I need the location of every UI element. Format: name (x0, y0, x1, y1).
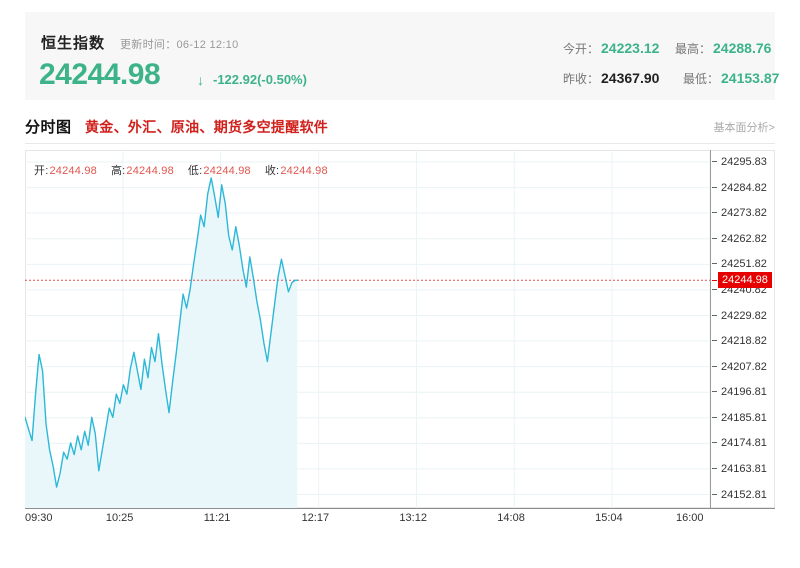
y-tick-label: 24229.82 (721, 309, 767, 322)
y-axis-labels: 24295.83 24284.82 24273.82 24262.82 24251.82… (712, 150, 800, 508)
x-axis-labels: 09:30 10:25 11:21 12:17 13:12 14:08 15:04 16:00 (25, 512, 775, 532)
ohlc-high-label: 高: (110, 165, 126, 177)
ohlc-low-label: 低: (187, 165, 203, 177)
y-axis-tick: 24273.82 (712, 207, 767, 219)
stat-high: 最高： 24288.76 (675, 40, 771, 57)
tab-intraday-chart[interactable]: 分时图 (25, 119, 72, 136)
y-tick-mark (712, 314, 717, 316)
y-tick-label: 24218.82 (721, 335, 767, 347)
chart-plot-area[interactable] (25, 150, 710, 508)
y-axis-tick: 24229.82 (712, 310, 767, 322)
stat-high-value: 24288.76 (713, 40, 772, 56)
y-axis-tick: 24295.83 (712, 156, 767, 168)
fundamental-analysis-link[interactable]: 基本面分析> (713, 122, 775, 134)
y-axis-tick: 24207.82 (712, 361, 767, 373)
y-tick-label: 24273.82 (721, 207, 767, 220)
updated-label: 更新时间： (120, 39, 177, 51)
y-tick-mark (712, 391, 717, 393)
stat-low-label: 最低： (683, 72, 720, 86)
y-tick-mark (712, 493, 717, 495)
last-price: 24244.98 (39, 58, 161, 91)
x-axis-tick-label: 10:25 (105, 512, 134, 524)
stat-open-value: 24223.12 (601, 40, 660, 56)
y-tick-label: 24284.82 (721, 181, 767, 194)
stat-prev-close-value: 24367.90 (601, 70, 660, 86)
y-axis-tick: 24262.82 (712, 233, 767, 245)
x-axis-tick-label: 09:30 (25, 512, 53, 524)
instrument-name: 恒生指数 (41, 35, 106, 52)
y-tick-mark (712, 365, 717, 367)
y-axis-tick: 24174.81 (712, 437, 767, 449)
y-tick-label: 24196.81 (721, 386, 767, 399)
x-axis-tick-label: 11:21 (203, 512, 231, 524)
promo-ad-text[interactable]: 黄金、外汇、原油、期货多空提醒软件 (85, 119, 329, 135)
stat-low: 最低： 24153.87 (683, 70, 779, 87)
stat-prev-close: 昨收： 24367.90 (563, 70, 659, 87)
ohlc-legend: 开:24244.98 高:24244.98 低:24244.98 收:24244.98 (34, 162, 342, 178)
y-tick-mark (712, 263, 717, 265)
y-tick-label: 24152.81 (721, 488, 767, 501)
ohlc-open-label: 开: (34, 165, 49, 177)
y-tick-label: 24185.81 (721, 411, 767, 424)
y-tick-mark (712, 340, 717, 342)
y-tick-label: 24262.82 (721, 232, 767, 245)
intraday-line-chart (25, 150, 710, 508)
y-tick-label: 24207.82 (721, 360, 767, 373)
direction-arrow-icon: ↓ (197, 72, 204, 88)
y-axis-tick: 24218.82 (712, 335, 767, 347)
x-axis-tick-label: 14:08 (497, 512, 525, 524)
stat-high-label: 最高： (675, 42, 712, 56)
y-tick-mark (712, 442, 717, 444)
y-tick-mark (712, 237, 717, 239)
badge-tick-mark (712, 280, 717, 282)
y-axis-tick: 24196.81 (712, 386, 767, 398)
tab-row: 分时图 黄金、外汇、原油、期货多空提醒软件 基本面分析> (25, 112, 775, 142)
y-axis-tick: 24152.81 (712, 489, 767, 501)
y-axis-tick: 24284.82 (712, 182, 767, 194)
y-axis-tick: 24163.81 (712, 463, 767, 475)
y-tick-mark (712, 186, 717, 188)
y-tick-label: 24295.83 (721, 156, 767, 168)
x-axis-tick-label: 15:04 (595, 512, 623, 524)
ohlc-low-value: 24244.98 (203, 165, 251, 177)
tab-underline-divider (25, 143, 775, 144)
y-axis-tick: 24185.81 (712, 412, 767, 424)
y-tick-label: 24174.81 (721, 437, 767, 450)
ohlc-close-value: 24244.98 (280, 165, 328, 177)
updated-value: 06-12 12:10 (176, 39, 239, 51)
price-change: -122.92(-0.50%) (213, 72, 307, 87)
x-axis-tick-label: 13:12 (399, 512, 427, 524)
updated-time: 更新时间：06-12 12:10 (120, 36, 239, 52)
stat-open-label: 今开： (563, 42, 600, 56)
stat-open: 今开： 24223.12 (563, 40, 659, 57)
y-tick-mark (712, 161, 717, 163)
y-axis-line (710, 150, 711, 508)
stat-low-value: 24153.87 (721, 70, 780, 86)
y-tick-mark (712, 288, 717, 290)
y-axis-tick: 24251.82 (712, 258, 767, 270)
quote-header-panel: 恒生指数 更新时间：06-12 12:10 24244.98 ↓ -122.92… (25, 12, 779, 100)
ohlc-high-value: 24244.98 (126, 165, 174, 177)
y-tick-mark (712, 416, 717, 418)
ohlc-open-value: 24244.98 (49, 165, 97, 177)
y-tick-label: 24251.82 (721, 258, 767, 271)
ohlc-close-label: 收: (264, 165, 280, 177)
y-tick-mark (712, 212, 717, 214)
y-tick-label: 24163.81 (721, 462, 767, 475)
x-axis-tick-label: 16:00 (676, 512, 704, 524)
x-axis-tick-label: 12:17 (301, 512, 330, 524)
stat-prev-close-label: 昨收： (563, 72, 600, 86)
current-price-badge: 24244.98 (712, 272, 772, 289)
y-tick-mark (712, 467, 717, 469)
x-axis-line (25, 508, 775, 509)
